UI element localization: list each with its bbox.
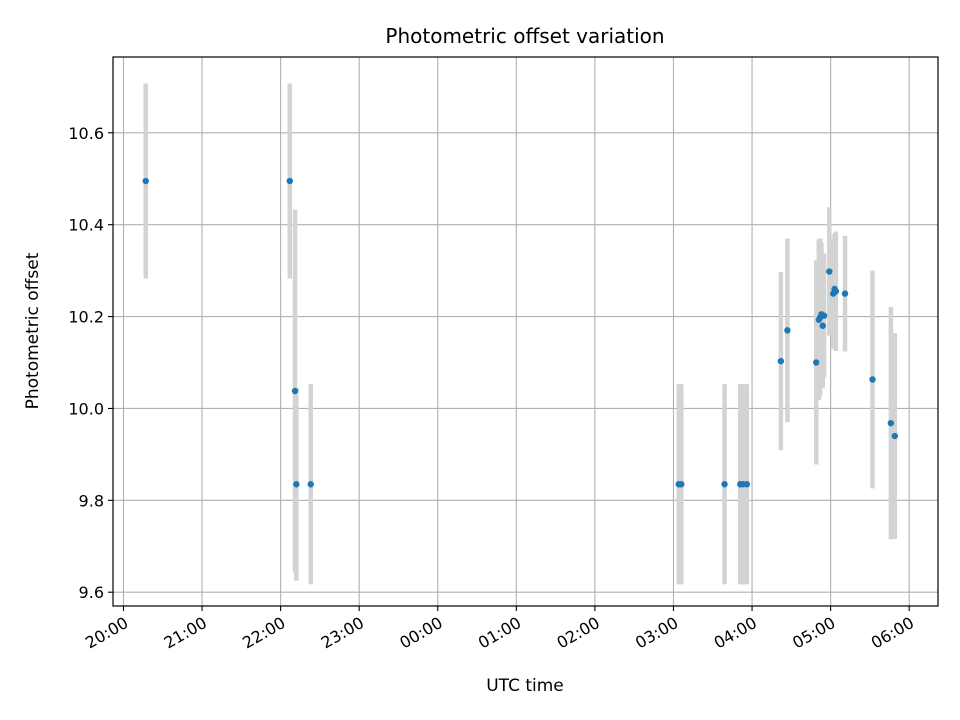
data-point [820, 312, 828, 319]
y-tick-label: 9.8 [79, 491, 104, 510]
data-point [777, 357, 785, 365]
y-tick-label: 10.2 [68, 308, 104, 327]
data-point [307, 481, 314, 488]
y-tick-label: 10.4 [68, 216, 104, 235]
data-point [832, 288, 840, 295]
data-point [813, 359, 820, 366]
y-axis-ticks: 9.6 9.8 10.0 10.2 10.4 10.6 [68, 124, 113, 602]
data-point [869, 376, 876, 383]
data-point [887, 419, 895, 427]
data-points [142, 177, 898, 488]
x-axis-label: UTC time [486, 676, 564, 696]
y-tick-label: 10.0 [68, 399, 104, 418]
data-point [841, 290, 849, 297]
plot-frame [112, 56, 939, 607]
data-point [678, 481, 685, 488]
data-point [826, 268, 833, 275]
data-point [891, 432, 898, 440]
data-point [784, 327, 791, 334]
data-point [743, 481, 751, 488]
data-point [819, 322, 826, 329]
data-point [286, 177, 293, 185]
data-point [291, 387, 299, 395]
data-point [721, 481, 728, 488]
y-axis-label: Photometric offset [23, 252, 43, 409]
data-point [293, 481, 300, 488]
y-tick-label: 9.6 [79, 583, 104, 602]
data-point [142, 177, 149, 185]
chart-title: Photometric offset variation [385, 24, 664, 48]
y-tick-label: 10.6 [68, 124, 104, 143]
